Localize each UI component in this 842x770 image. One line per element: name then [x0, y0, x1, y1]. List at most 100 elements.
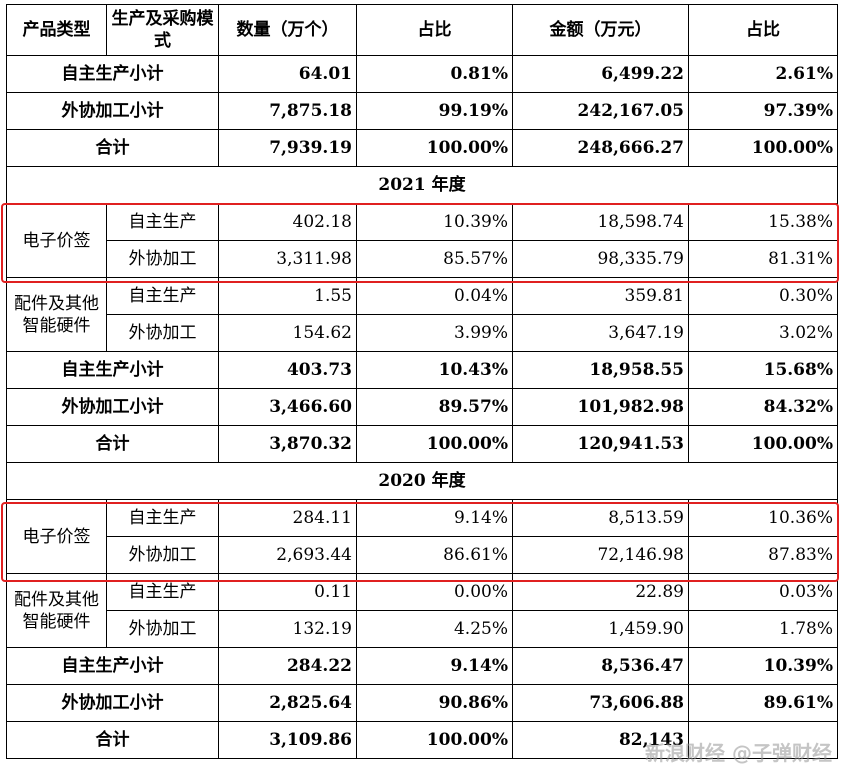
share-cell: 0.04% [356, 277, 513, 315]
share-cell: 1.78% [688, 610, 838, 648]
share-cell: 2.61% [688, 55, 838, 93]
header-product-type: 产品类型 [6, 4, 107, 56]
share-cell: 0.81% [356, 55, 513, 93]
table-row: 自主生产小计 403.73 10.43% 18,958.55 15.68% [6, 351, 838, 389]
year-title: 2021 年度 [6, 166, 838, 204]
table-row: 外协加工 154.62 3.99% 3,647.19 3.02% [7, 314, 838, 352]
row-label: 自主生产小计 [6, 55, 219, 93]
amount-cell: 73,606.88 [512, 684, 689, 722]
table-row: 合计 3,109.86 100.00% 82,143 [6, 721, 838, 759]
amount-cell: 101,982.98 [512, 388, 689, 426]
amount-cell: 18,598.74 [512, 203, 689, 241]
product-type-cell: 配件及其他智能硬件 [6, 573, 107, 648]
row-label: 外协加工小计 [6, 684, 219, 722]
share-cell: 9.14% [356, 647, 513, 685]
share-cell: 10.39% [356, 203, 513, 241]
qty-cell: 1.55 [218, 277, 357, 315]
share-cell [688, 721, 838, 759]
mode-cell: 外协加工 [106, 240, 219, 278]
table-row: 电子价签 自主生产 402.18 10.39% 18,598.74 15.38% [6, 203, 838, 278]
table-row: 外协加工 3,311.98 85.57% 98,335.79 81.31% [7, 240, 838, 278]
table-row: 外协加工小计 3,466.60 89.57% 101,982.98 84.32% [6, 388, 838, 426]
qty-cell: 3,870.32 [218, 425, 357, 463]
qty-cell: 3,109.86 [218, 721, 357, 759]
row-label: 合计 [6, 721, 219, 759]
share-cell: 86.61% [356, 536, 513, 574]
product-type-cell: 电子价签 [6, 203, 107, 278]
mode-cell: 自主生产 [106, 277, 219, 315]
amount-cell: 98,335.79 [512, 240, 689, 278]
share-cell: 10.43% [356, 351, 513, 389]
share-cell: 10.36% [688, 499, 838, 537]
share-cell: 85.57% [356, 240, 513, 278]
share-cell: 9.14% [356, 499, 513, 537]
qty-cell: 403.73 [218, 351, 357, 389]
row-label: 合计 [6, 425, 219, 463]
row-label: 外协加工小计 [6, 92, 219, 130]
watermark: 新浪财经 @子弹财经 [645, 741, 832, 765]
header-row: 产品类型 生产及采购模式 数量（万个） 占比 金额（万元） 占比 [6, 4, 838, 56]
share-cell: 15.38% [688, 203, 838, 241]
amount-cell: 82,143 [512, 721, 689, 759]
table-row: 配件及其他智能硬件 自主生产 0.11 0.00% 22.89 0.03% [6, 573, 838, 648]
share-cell: 10.39% [688, 647, 838, 685]
mode-cell: 自主生产 [106, 499, 219, 537]
share-cell: 3.99% [356, 314, 513, 352]
share-cell: 100.00% [356, 129, 513, 167]
amount-cell: 3,647.19 [512, 314, 689, 352]
amount-cell: 1,459.90 [512, 610, 689, 648]
amount-cell: 8,536.47 [512, 647, 689, 685]
amount-cell: 6,499.22 [512, 55, 689, 93]
header-mode: 生产及采购模式 [106, 4, 219, 56]
amount-cell: 120,941.53 [512, 425, 689, 463]
amount-cell: 242,167.05 [512, 92, 689, 130]
row-label: 自主生产小计 [6, 647, 219, 685]
year-header-row: 2021 年度 [6, 166, 838, 204]
share-cell: 97.39% [688, 92, 838, 130]
share-cell: 100.00% [688, 425, 838, 463]
qty-cell: 3,466.60 [218, 388, 357, 426]
share-cell: 0.03% [688, 573, 838, 611]
qty-cell: 0.11 [218, 573, 357, 611]
mode-cell: 外协加工 [106, 536, 219, 574]
share-cell: 0.30% [688, 277, 838, 315]
production-table: 产品类型 生产及采购模式 数量（万个） 占比 金额（万元） 占比 自主生产小计 … [6, 4, 838, 759]
table-row: 外协加工 2,693.44 86.61% 72,146.98 87.83% [7, 536, 838, 574]
table-row: 电子价签 自主生产 284.11 9.14% 8,513.59 10.36% [6, 499, 838, 574]
amount-cell: 22.89 [512, 573, 689, 611]
amount-cell: 248,666.27 [512, 129, 689, 167]
qty-cell: 154.62 [218, 314, 357, 352]
table-row: 合计 7,939.19 100.00% 248,666.27 100.00% [6, 129, 838, 167]
product-type-cell: 电子价签 [6, 499, 107, 574]
table-row: 自主生产小计 284.22 9.14% 8,536.47 10.39% [6, 647, 838, 685]
table-row: 配件及其他智能硬件 自主生产 1.55 0.04% 359.81 0.30% [6, 277, 838, 352]
header-share: 占比 [688, 4, 838, 56]
share-cell: 90.86% [356, 684, 513, 722]
amount-cell: 359.81 [512, 277, 689, 315]
share-cell: 100.00% [356, 721, 513, 759]
row-label: 外协加工小计 [6, 388, 219, 426]
qty-cell: 3,311.98 [218, 240, 357, 278]
qty-cell: 2,693.44 [218, 536, 357, 574]
share-cell: 89.57% [356, 388, 513, 426]
share-cell: 15.68% [688, 351, 838, 389]
qty-cell: 132.19 [218, 610, 357, 648]
amount-cell: 18,958.55 [512, 351, 689, 389]
amount-cell: 8,513.59 [512, 499, 689, 537]
table-row: 自主生产小计 64.01 0.81% 6,499.22 2.61% [6, 55, 838, 93]
qty-cell: 2,825.64 [218, 684, 357, 722]
qty-cell: 402.18 [218, 203, 357, 241]
mode-cell: 自主生产 [106, 203, 219, 241]
share-cell: 3.02% [688, 314, 838, 352]
table-row: 外协加工小计 2,825.64 90.86% 73,606.88 89.61% [6, 684, 838, 722]
mode-cell: 外协加工 [106, 314, 219, 352]
share-cell: 0.00% [356, 573, 513, 611]
row-label: 自主生产小计 [6, 351, 219, 389]
share-cell: 100.00% [356, 425, 513, 463]
mode-cell: 自主生产 [106, 573, 219, 611]
share-cell: 87.83% [688, 536, 838, 574]
amount-cell: 72,146.98 [512, 536, 689, 574]
table-row: 外协加工 132.19 4.25% 1,459.90 1.78% [7, 610, 838, 648]
qty-cell: 7,939.19 [218, 129, 357, 167]
share-cell: 81.31% [688, 240, 838, 278]
